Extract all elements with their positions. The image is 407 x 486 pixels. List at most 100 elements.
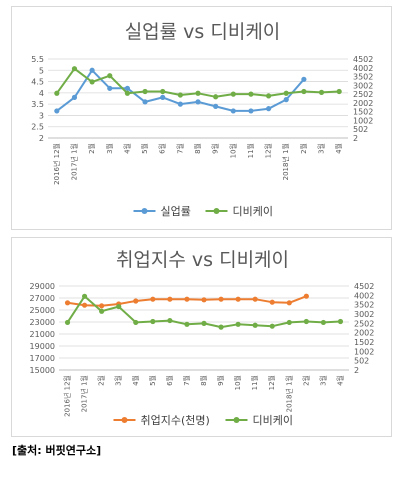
data-point xyxy=(201,320,207,326)
chart-panel-employment: 취업지수 vs 디비케이 29000 27000 25000 23000 21000 190… xyxy=(11,237,392,437)
x-axis-tick-label: 3월 xyxy=(317,143,326,154)
data-point xyxy=(133,319,139,326)
chart-title: 취업지수 vs 디비케이 xyxy=(116,249,289,271)
legend-marker xyxy=(233,417,240,423)
chart-panel-unemployment: 실업률 vs 디비케이 5.5 5 4.5 4 3.5 3 2.5 2 4502 4002 3502 3… xyxy=(11,6,392,230)
data-point xyxy=(303,318,309,325)
left-axis-tick-label: 29000 xyxy=(30,282,55,291)
x-axis-tick-label: 5월 xyxy=(140,143,149,154)
data-point xyxy=(54,108,60,114)
data-point xyxy=(265,93,272,99)
data-point xyxy=(64,319,71,326)
data-point xyxy=(99,303,105,309)
data-point xyxy=(89,67,95,73)
x-axis-tick-label: 2017년 1월 xyxy=(80,375,89,412)
right-axis-tick-label: 2002 xyxy=(353,99,373,108)
data-point xyxy=(177,92,183,98)
left-axis-tick-label: 23000 xyxy=(30,318,55,327)
right-axis-tick-label: 4002 xyxy=(354,291,374,300)
left-axis-tick-label: 15000 xyxy=(30,366,55,375)
data-point xyxy=(124,85,131,91)
x-axis-tick-label: 2월 xyxy=(301,375,310,386)
data-point xyxy=(320,319,327,326)
data-point xyxy=(265,106,272,112)
x-axis-tick-label: 3월 xyxy=(114,375,123,386)
data-point xyxy=(133,298,139,304)
legend-marker xyxy=(121,417,128,423)
x-axis-tick-label: 4월 xyxy=(122,143,131,154)
chart-title: 실업률 vs 디비케이 xyxy=(125,21,281,43)
x-axis-tick-label: 12월 xyxy=(264,143,273,158)
left-axis-tick-label: 17000 xyxy=(30,354,55,363)
data-point xyxy=(64,300,71,306)
left-axis-tick-label: 21000 xyxy=(30,330,55,339)
right-axis-tick-label: 1002 xyxy=(353,116,373,125)
data-point xyxy=(99,308,105,314)
x-axis-tick-label: 2018년 1월 xyxy=(281,143,290,180)
data-point xyxy=(283,97,289,103)
data-point xyxy=(252,296,258,302)
data-point xyxy=(336,88,342,95)
legend-label: 취업지수(천명) xyxy=(141,413,210,427)
data-point xyxy=(150,296,156,302)
x-axis-tick-label: 11월 xyxy=(246,143,255,158)
data-point xyxy=(81,293,88,299)
data-point xyxy=(235,321,241,327)
right-axis-tick-label: 3502 xyxy=(353,73,373,82)
x-axis-tick-label: 4월 xyxy=(335,375,344,386)
data-point xyxy=(283,90,289,96)
right-axis-tick-label: 1002 xyxy=(354,347,374,356)
legend-label: 디비케이 xyxy=(233,205,273,218)
data-point xyxy=(150,318,156,325)
data-point xyxy=(107,73,113,79)
x-axis-tick-label: 2월 xyxy=(299,143,308,154)
data-point xyxy=(184,296,190,302)
data-point xyxy=(248,108,254,114)
x-axis-tick-label: 10월 xyxy=(233,375,242,390)
data-point xyxy=(269,323,275,329)
data-point xyxy=(71,94,78,100)
x-axis-tick-label: 2017년 1월 xyxy=(69,143,78,180)
x-axis-tick-label: 2018년 1월 xyxy=(284,375,293,412)
left-axis-tick-label: 5 xyxy=(39,66,44,75)
left-axis-tick-label: 2.5 xyxy=(31,123,44,132)
right-axis-tick-label: 3502 xyxy=(354,301,374,310)
data-point xyxy=(213,94,219,100)
x-axis-tick-label: 6월 xyxy=(158,143,167,154)
chart-employment-vs-dbk: 취업지수 vs 디비케이 29000 27000 25000 23000 21000 190… xyxy=(30,249,375,427)
left-axis-tick-label: 27000 xyxy=(30,294,55,303)
legend-label: 실업률 xyxy=(161,205,191,218)
x-axis-tick-label: 9월 xyxy=(211,143,220,154)
data-point xyxy=(252,322,258,328)
data-point xyxy=(142,99,148,105)
right-axis-tick-label: 2 xyxy=(354,366,359,375)
data-point xyxy=(160,94,166,100)
data-point xyxy=(167,296,173,302)
x-axis-tick-label: 8월 xyxy=(193,143,202,154)
data-point xyxy=(184,321,190,327)
right-axis-tick-label: 4002 xyxy=(353,64,373,73)
right-axis-tick-label: 2502 xyxy=(353,90,373,99)
right-axis-tick-label: 3002 xyxy=(354,310,374,319)
x-axis-tick-label: 4월 xyxy=(334,143,343,154)
left-axis-tick-label: 25000 xyxy=(30,306,55,315)
x-axis-tick-label: 3월 xyxy=(105,143,114,154)
data-point xyxy=(248,91,254,97)
x-axis-tick-label: 7월 xyxy=(175,143,184,154)
data-point xyxy=(269,299,275,305)
right-axis-tick-label: 4502 xyxy=(354,282,374,291)
left-axis-tick-label: 3.5 xyxy=(31,100,44,109)
data-point xyxy=(160,88,166,95)
right-axis-tick-label: 2002 xyxy=(354,329,374,338)
x-axis-tick-label: 3월 xyxy=(318,375,327,386)
data-point xyxy=(286,300,292,306)
x-axis-tick-label: 11월 xyxy=(250,375,259,390)
x-axis-tick-label: 8월 xyxy=(199,375,208,386)
data-point xyxy=(54,90,60,96)
data-point xyxy=(142,88,148,95)
source-note: [출처: 버핏연구소] xyxy=(12,444,102,457)
right-axis-tick-label: 2 xyxy=(353,134,358,143)
left-axis-tick-label: 19000 xyxy=(30,342,55,351)
legend-marker xyxy=(141,208,148,214)
right-axis-tick-label: 1502 xyxy=(354,338,374,347)
